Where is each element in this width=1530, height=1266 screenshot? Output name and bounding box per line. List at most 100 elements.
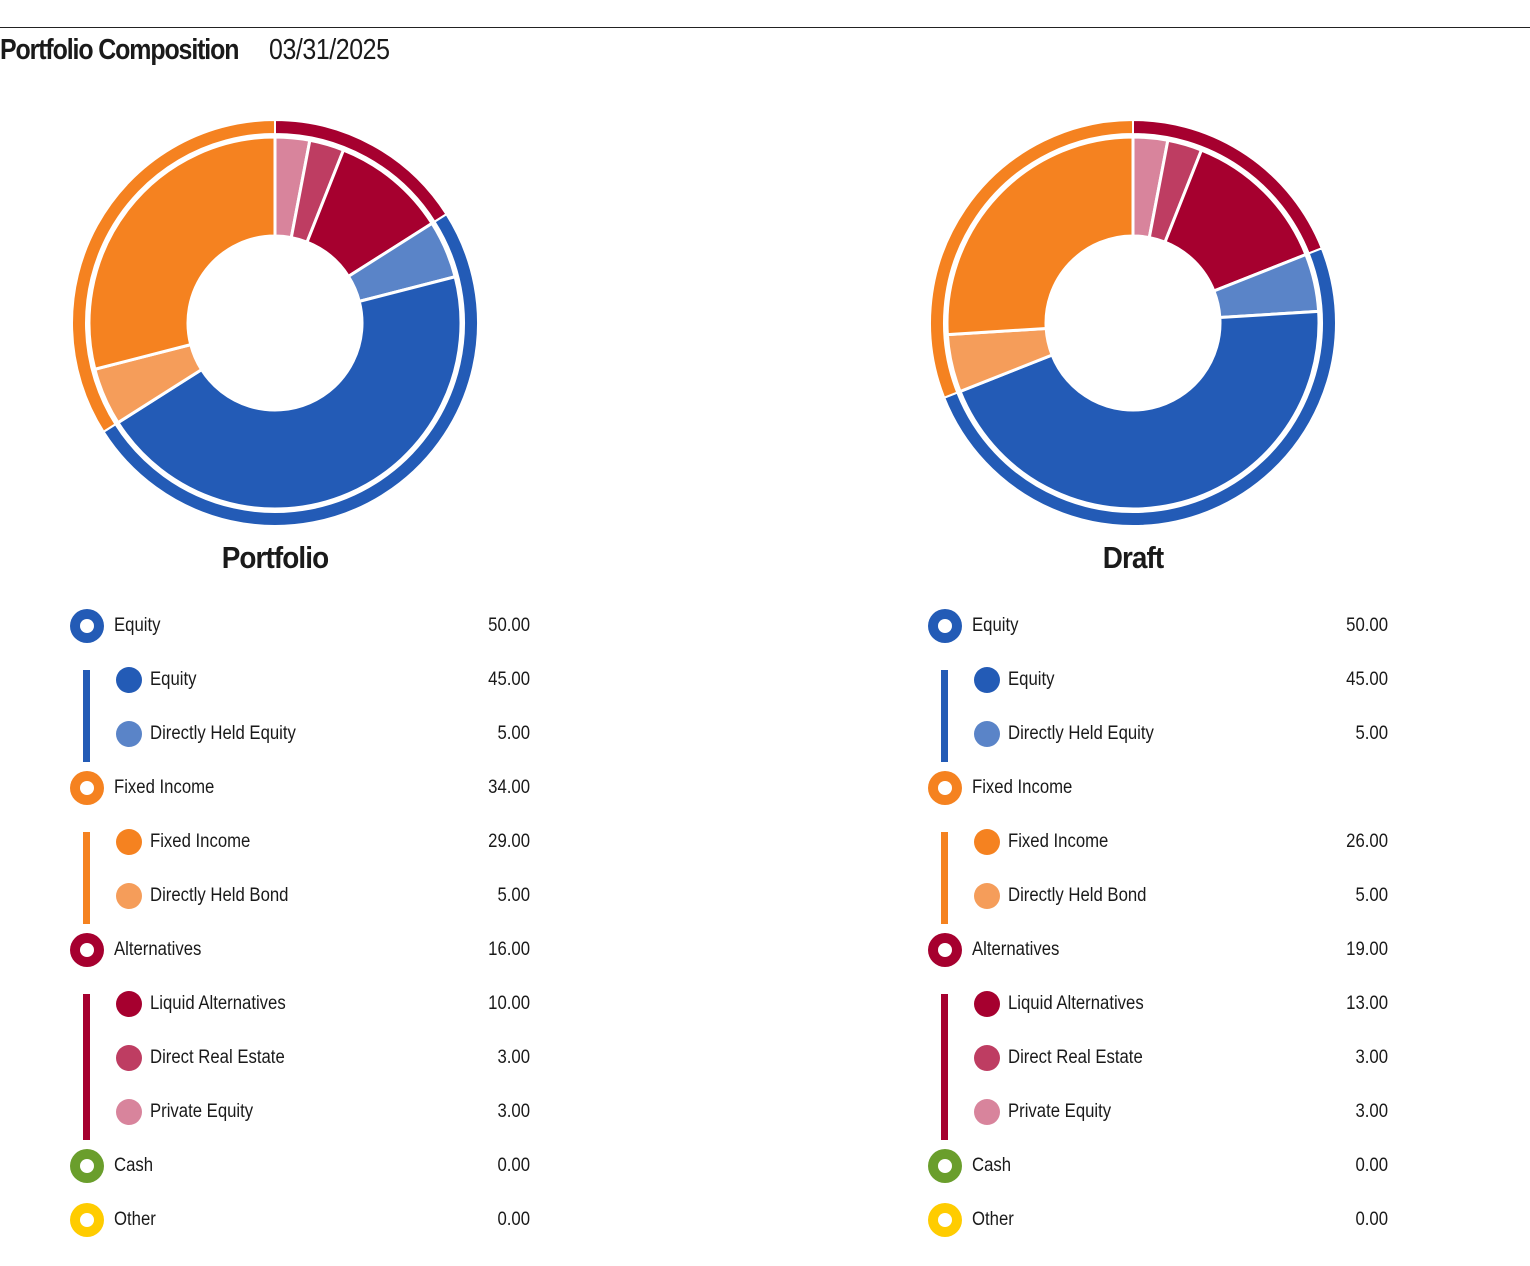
legend-label: Fixed Income [972, 777, 1073, 798]
portfolio-legend-group-other: Other 0.00 [70, 1202, 530, 1238]
legend-value: 0.00 [497, 1209, 530, 1230]
portfolio-legend-group-bar [83, 670, 90, 762]
legend-value: 5.00 [497, 885, 530, 906]
portfolio-legend-item-fixed-income: Fixed Income 29.00 [70, 824, 530, 860]
page-header: Portfolio Composition 03/31/2025 [0, 34, 409, 74]
draft-legend-item-equity: Equity 45.00 [928, 662, 1388, 698]
draft-legend-group-bar [941, 994, 948, 1140]
draft-slice-equity[interactable] [958, 309, 1321, 511]
legend-value: 0.00 [497, 1155, 530, 1176]
portfolio-legend-group-cash: Cash 0.00 [70, 1148, 530, 1184]
legend-label: Directly Held Equity [150, 723, 296, 744]
portfolio-donut-chart [71, 118, 479, 527]
legend-label: Directly Held Bond [150, 885, 289, 906]
legend-value: 5.00 [497, 723, 530, 744]
draft-legend-item-direct-real-estate: Direct Real Estate 3.00 [928, 1040, 1388, 1076]
legend-label: Alternatives [114, 939, 202, 960]
portfolio-legend-group-bar [83, 994, 90, 1140]
legend-dot-icon [974, 829, 1000, 855]
legend-value: 45.00 [488, 669, 530, 690]
legend-value: 5.00 [1355, 885, 1388, 906]
portfolio-legend-item-directly-held-equity: Directly Held Equity 5.00 [70, 716, 530, 752]
legend-value: 3.00 [1355, 1101, 1388, 1122]
legend-ring-icon [928, 1149, 962, 1183]
legend-label: Equity [114, 615, 161, 636]
draft-legend-item-directly-held-equity: Directly Held Equity 5.00 [928, 716, 1388, 752]
portfolio-slice-fixed-income[interactable] [87, 135, 277, 372]
legend-dot-icon [116, 1099, 142, 1125]
draft-legend-group-other: Other 0.00 [928, 1202, 1388, 1238]
draft-legend-item-directly-held-bond: Directly Held Bond 5.00 [928, 878, 1388, 914]
legend-ring-icon [928, 609, 962, 643]
legend-label: Liquid Alternatives [150, 993, 286, 1014]
draft-panel: Draft Equity 50.00 Equity 45.00 Directly Hel… [858, 100, 1458, 1250]
legend-value: 3.00 [1355, 1047, 1388, 1068]
legend-label: Liquid Alternatives [1008, 993, 1144, 1014]
portfolio-legend-group-fixed-income: Fixed Income 34.00 [70, 770, 530, 806]
legend-label: Equity [972, 615, 1019, 636]
legend-value: 34.00 [488, 777, 530, 798]
draft-legend-item-fixed-income: Fixed Income 26.00 [928, 824, 1388, 860]
legend-label: Cash [972, 1155, 1012, 1176]
legend-label: Other [114, 1209, 156, 1230]
legend-label: Equity [1008, 669, 1055, 690]
legend-dot-icon [974, 721, 1000, 747]
legend-value: 3.00 [497, 1047, 530, 1068]
legend-label: Directly Held Bond [1008, 885, 1147, 906]
legend-label: Fixed Income [1008, 831, 1109, 852]
legend-value: 50.00 [1346, 615, 1388, 636]
draft-legend-group-bar [941, 670, 948, 762]
page-title: Portfolio Composition [0, 34, 239, 66]
legend-dot-icon [974, 667, 1000, 693]
legend-value: 0.00 [1355, 1155, 1388, 1176]
as-of-date: 03/31/2025 [269, 34, 390, 66]
legend-dot-icon [974, 991, 1000, 1017]
portfolio-legend-group-alternatives: Alternatives 16.00 [70, 932, 530, 968]
legend-dot-icon [116, 829, 142, 855]
legend-ring-icon [928, 933, 962, 967]
legend-label: Alternatives [972, 939, 1060, 960]
draft-legend-group-bar [941, 832, 948, 924]
legend-label: Directly Held Equity [1008, 723, 1154, 744]
legend-dot-icon [974, 1099, 1000, 1125]
draft-donut-chart [929, 118, 1337, 527]
draft-legend-group-alternatives: Alternatives 19.00 [928, 932, 1388, 968]
legend-label: Other [972, 1209, 1014, 1230]
portfolio-legend-item-liquid-alternatives: Liquid Alternatives 10.00 [70, 986, 530, 1022]
legend-label: Direct Real Estate [150, 1047, 285, 1068]
top-divider [0, 27, 1530, 28]
legend-value: 5.00 [1355, 723, 1388, 744]
portfolio-outer-slice-fixed-income[interactable] [71, 118, 276, 434]
legend-value: 3.00 [497, 1101, 530, 1122]
legend-ring-icon [928, 771, 962, 805]
legend-value: 10.00 [488, 993, 530, 1014]
portfolio-legend-group-bar [83, 832, 90, 924]
legend-dot-icon [116, 991, 142, 1017]
legend-dot-icon [974, 883, 1000, 909]
legend-ring-icon [70, 771, 104, 805]
draft-legend-group-cash: Cash 0.00 [928, 1148, 1388, 1184]
legend-ring-icon [928, 1203, 962, 1237]
portfolio-legend-item-direct-real-estate: Direct Real Estate 3.00 [70, 1040, 530, 1076]
legend-dot-icon [116, 667, 142, 693]
draft-legend-item-private-equity: Private Equity 3.00 [928, 1094, 1388, 1130]
portfolio-legend-item-private-equity: Private Equity 3.00 [70, 1094, 530, 1130]
legend-label: Private Equity [150, 1101, 254, 1122]
draft-outer-slice-fixed-income[interactable] [929, 118, 1134, 400]
portfolio-legend-item-equity: Equity 45.00 [70, 662, 530, 698]
draft-chart-title: Draft [1102, 540, 1165, 575]
legend-value: 26.00 [1346, 831, 1388, 852]
portfolio-slice-equity[interactable] [115, 274, 463, 511]
portfolio-chart-title: Portfolio [221, 540, 329, 575]
legend-value: 45.00 [1346, 669, 1388, 690]
legend-label: Direct Real Estate [1008, 1047, 1143, 1068]
legend-label: Cash [114, 1155, 154, 1176]
legend-label: Equity [150, 669, 197, 690]
portfolio-panel: Portfolio Equity 50.00 Equity 45.00 Directly… [0, 100, 600, 1250]
legend-label: Fixed Income [150, 831, 251, 852]
draft-slice-fixed-income[interactable] [945, 135, 1135, 337]
legend-ring-icon [70, 609, 104, 643]
draft-legend-group-fixed-income: Fixed Income [928, 770, 1388, 806]
legend-label: Fixed Income [114, 777, 215, 798]
legend-dot-icon [116, 721, 142, 747]
